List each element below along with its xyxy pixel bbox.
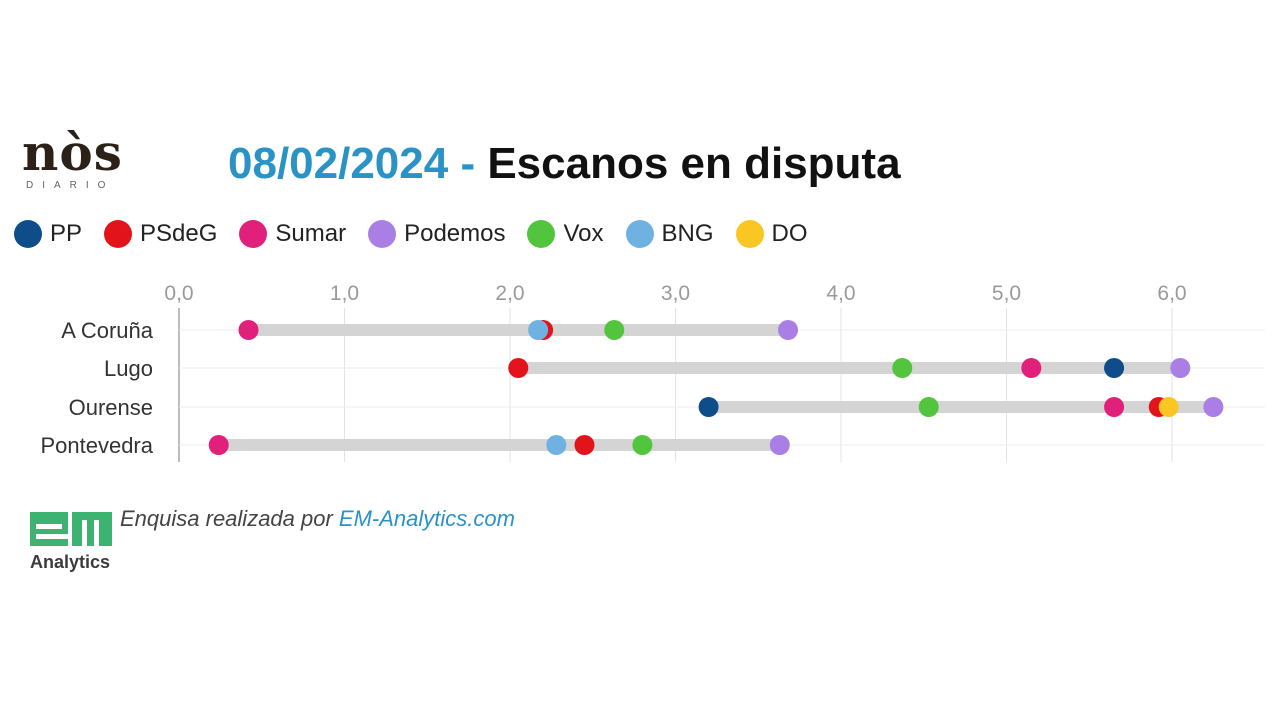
source-link[interactable]: EM-Analytics.com <box>338 506 515 531</box>
dot-podemos <box>778 320 799 340</box>
legend-label: DO <box>771 220 808 247</box>
source-note-prefix: Enquisa realizada por <box>120 506 339 531</box>
x-tick-label: 5,0 <box>992 282 1021 305</box>
em-logo-text: Analytics <box>30 552 110 572</box>
x-tick-label: 1,0 <box>330 282 359 305</box>
legend-item-do: DO <box>735 220 808 248</box>
x-tick-label: 2,0 <box>495 282 524 305</box>
legend-label: PSdeG <box>140 220 218 247</box>
title-text: Escanos en disputa <box>487 139 901 188</box>
dot-psdeg <box>574 435 595 455</box>
legend-item-vox: Vox <box>527 220 604 248</box>
legend-swatch <box>239 220 268 248</box>
dot-vox <box>604 320 625 340</box>
row-label: Pontevedra <box>40 433 153 458</box>
row-label: Lugo <box>104 356 153 381</box>
legend-swatch <box>625 220 654 248</box>
legend-label: Sumar <box>275 220 347 247</box>
chart-legend: PP PSdeG Sumar Podemos Vox BNG DO <box>14 220 830 248</box>
legend-item-sumar: Sumar <box>239 220 346 248</box>
dot-podemos <box>769 435 790 455</box>
legend-swatch <box>735 220 764 248</box>
dot-podemos <box>1203 397 1224 417</box>
legend-label: PP <box>50 220 83 247</box>
x-tick-label: 0,0 <box>164 282 193 305</box>
x-tick-label: 4,0 <box>826 282 855 305</box>
logo-subtitle: DIARIO <box>26 180 115 191</box>
legend-item-podemos: Podemos <box>368 220 505 248</box>
dot-vox <box>918 397 939 417</box>
title-separator: - <box>448 139 488 188</box>
nos-diario-logo: nòs DIARIO <box>22 123 134 192</box>
dot-sumar <box>1021 358 1042 378</box>
row-label: Ourense <box>69 395 153 420</box>
legend-label: Vox <box>563 220 604 247</box>
dot-sumar <box>208 435 229 455</box>
dot-vox <box>892 358 913 378</box>
legend-swatch <box>14 220 42 248</box>
legend-swatch <box>527 220 556 248</box>
dot-pp <box>1104 358 1125 378</box>
dot-podemos <box>1170 358 1191 378</box>
dot-vox <box>632 435 653 455</box>
legend-label: BNG <box>661 220 714 247</box>
legend-item-psdeg: PSdeG <box>104 220 217 248</box>
x-tick-label: 3,0 <box>661 282 690 305</box>
legend-swatch <box>368 220 397 248</box>
dot-plot: 0,0 1,0 2,0 3,0 4,0 5,0 6,0 A Coruña Lugo Ourense… <box>40 282 1265 462</box>
legend-item-pp: PP <box>14 220 82 248</box>
dot-sumar <box>1104 397 1125 417</box>
legend-item-bng: BNG <box>625 220 714 248</box>
em-analytics-logo: Analytics <box>30 510 112 572</box>
x-tick-label: 6,0 <box>1157 282 1186 305</box>
dot-do <box>1158 397 1179 417</box>
logo-wordmark: nòs <box>22 123 123 182</box>
legend-swatch <box>104 220 133 248</box>
title-date: 08/02/2024 <box>228 139 449 188</box>
dot-bng <box>546 435 567 455</box>
dot-psdeg <box>508 358 529 378</box>
source-note: Enquisa realizada por EM-Analytics.com <box>120 506 515 532</box>
chart-title: 08/02/2024 - Escanos en disputa <box>228 138 901 190</box>
legend-label: Podemos <box>404 220 506 247</box>
dot-bng <box>528 320 549 340</box>
row-label: A Coruña <box>61 318 153 343</box>
dot-pp <box>698 397 719 417</box>
em-logo-box-m <box>72 512 112 546</box>
dot-sumar <box>238 320 259 340</box>
